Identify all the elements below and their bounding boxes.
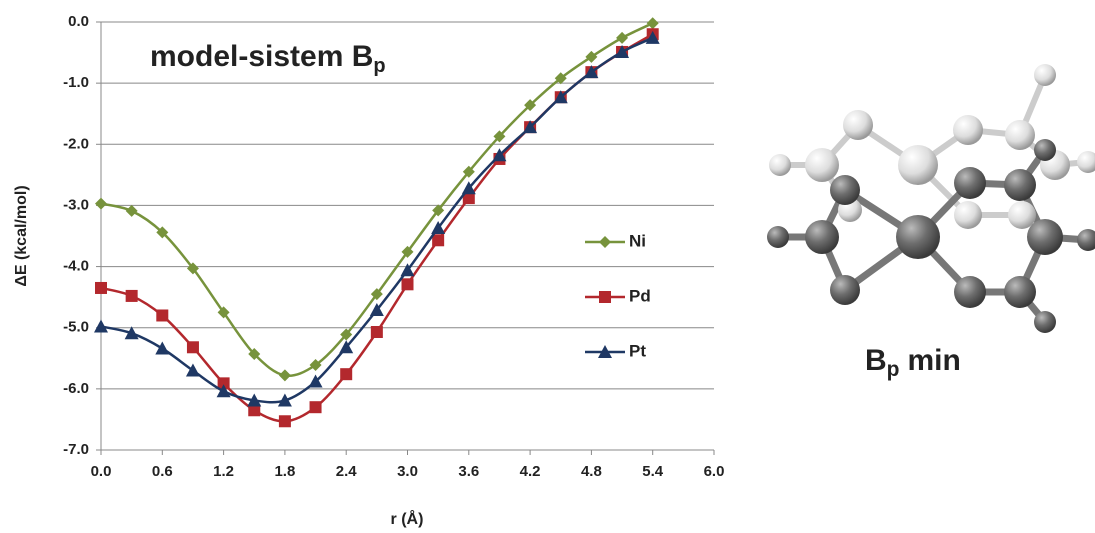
y-tick-label: -6.0 <box>63 380 89 397</box>
marker <box>462 165 475 178</box>
marker <box>492 148 507 162</box>
marker <box>94 319 108 333</box>
y-tick-label: -7.0 <box>63 441 89 458</box>
x-tick-label: 4.2 <box>520 463 541 480</box>
marker <box>431 221 446 235</box>
marker <box>95 197 107 210</box>
marker <box>124 326 139 340</box>
legend-label: Ni <box>629 231 646 250</box>
x-tick-label: 3.0 <box>397 463 418 480</box>
y-axis-label: ΔE (kcal/mol) <box>13 185 30 286</box>
title-main: model-sistem B <box>150 40 373 73</box>
marker <box>646 17 659 30</box>
marker <box>186 341 199 354</box>
marker <box>125 204 138 217</box>
marker <box>156 226 169 239</box>
marker <box>432 204 445 217</box>
marker <box>278 415 291 428</box>
marker <box>554 72 567 85</box>
marker <box>493 130 506 143</box>
marker <box>615 44 630 58</box>
molecule-image <box>767 64 1095 333</box>
title-sub: p <box>373 55 385 77</box>
marker <box>585 50 598 63</box>
y-tick-label: -3.0 <box>63 196 89 213</box>
marker <box>156 309 169 322</box>
marker <box>340 328 353 341</box>
marker <box>616 31 629 44</box>
x-tick-label: 6.0 <box>704 463 725 480</box>
marker <box>247 393 262 407</box>
y-tick-label: -2.0 <box>63 135 89 152</box>
marker <box>370 325 383 338</box>
marker <box>186 262 199 275</box>
x-tick-label: 3.6 <box>458 463 479 480</box>
marker <box>401 278 414 291</box>
x-axis-label: r (Å) <box>391 509 424 528</box>
x-tick-label: 0.0 <box>91 463 112 480</box>
legend-marker <box>599 236 611 248</box>
marker <box>95 281 107 294</box>
x-tick-label: 0.6 <box>152 463 173 480</box>
marker <box>524 99 537 112</box>
marker <box>369 302 384 316</box>
marker <box>584 65 599 79</box>
marker <box>216 384 231 398</box>
marker <box>340 368 353 381</box>
marker <box>432 234 445 247</box>
marker <box>370 288 383 301</box>
y-tick-label: -5.0 <box>63 319 89 336</box>
series-line <box>100 36 654 404</box>
marker <box>277 393 292 407</box>
label-sub: p <box>887 358 900 381</box>
marker <box>553 90 568 104</box>
marker <box>217 377 230 390</box>
label-rest: min <box>908 344 961 377</box>
marker <box>278 369 291 382</box>
x-tick-label: 4.8 <box>581 463 602 480</box>
marker <box>185 363 200 377</box>
x-tick-label: 1.8 <box>274 463 295 480</box>
marker <box>339 340 354 354</box>
marker <box>155 341 170 355</box>
marker <box>401 245 414 258</box>
marker <box>400 263 415 277</box>
legend-label: Pd <box>629 286 651 305</box>
marker <box>309 359 322 372</box>
legend-marker <box>598 345 612 358</box>
marker <box>217 306 230 319</box>
marker <box>461 181 476 195</box>
molecule-label: Bp min <box>865 344 961 381</box>
marker <box>308 374 323 388</box>
y-tick-label: -1.0 <box>63 74 89 91</box>
marker <box>248 348 261 361</box>
marker <box>248 404 261 417</box>
chart-title: model-sistem Bp <box>150 40 386 77</box>
marker <box>125 289 138 302</box>
y-tick-label: 0.0 <box>68 13 89 30</box>
marker <box>309 401 322 414</box>
x-tick-label: 5.4 <box>642 463 664 480</box>
marker <box>462 192 475 205</box>
x-tick-label: 1.2 <box>213 463 234 480</box>
marker <box>523 120 538 134</box>
legend-marker <box>599 291 611 303</box>
marker <box>645 30 660 44</box>
legend-label: Pt <box>629 341 646 360</box>
label-main: B <box>865 344 887 377</box>
x-tick-label: 2.4 <box>336 463 358 480</box>
y-tick-label: -4.0 <box>63 258 89 275</box>
